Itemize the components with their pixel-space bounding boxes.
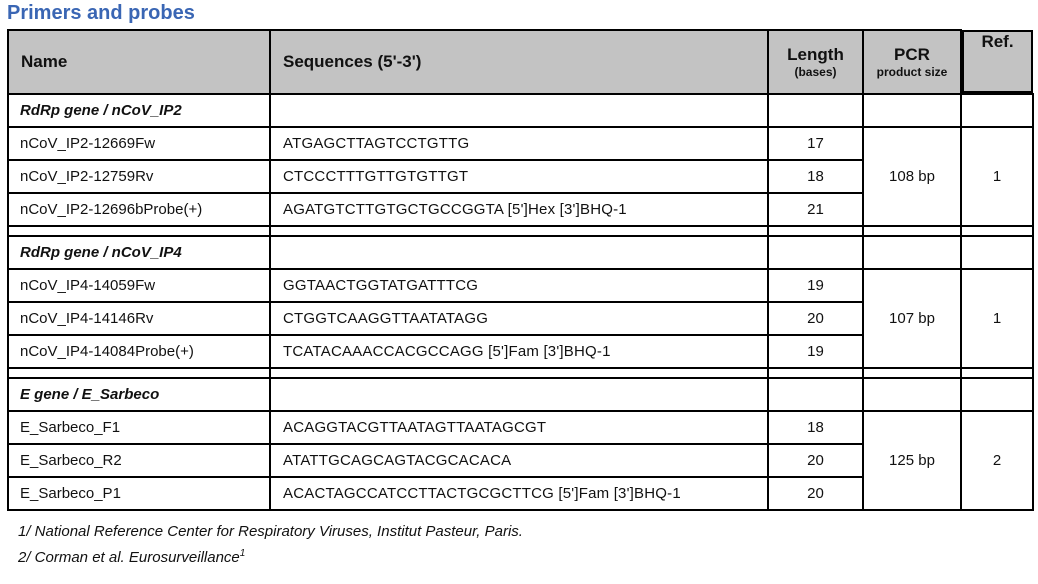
pcr-product-size: 108 bp	[862, 126, 962, 227]
footnote-1: 1/ National Reference Center for Respira…	[18, 517, 1038, 543]
section-title: RdRp gene / nCoV_IP2	[7, 93, 271, 128]
reference-number: 2	[960, 410, 1034, 511]
primer-sequence: TCATACAAACCACGCCAGG [5']Fam [3']BHQ-1	[269, 334, 769, 369]
primer-sequence: ATATTGCAGCAGTACGCACACA	[269, 443, 769, 478]
empty-cell	[269, 235, 769, 270]
primer-sequence: CTGGTCAAGGTTAATATAGG	[269, 301, 769, 336]
empty-cell	[269, 377, 769, 412]
empty-cell	[862, 93, 962, 128]
empty-cell	[7, 225, 271, 237]
primer-sequence: GGTAACTGGTATGATTTCG	[269, 268, 769, 303]
table-row: E_Sarbeco_F1 ACAGGTACGTTAATAGTTAATAGCGT …	[7, 410, 1034, 511]
empty-cell	[960, 367, 1034, 379]
primer-sequence: ATGAGCTTAGTCCTGTTG	[269, 126, 769, 161]
primer-length: 21	[767, 192, 864, 227]
primer-length: 20	[767, 301, 864, 336]
table-row: E_Sarbeco_R2 ATATTGCAGCAGTACGCACACA 20	[7, 443, 1033, 478]
empty-cell	[862, 225, 962, 237]
pcr-header-sub: product size	[876, 64, 948, 79]
reference-number: 1	[960, 268, 1034, 369]
column-header-name: Name	[7, 29, 271, 95]
empty-cell	[269, 93, 769, 128]
empty-cell	[862, 377, 962, 412]
primer-length: 18	[767, 410, 864, 445]
table-row: nCoV_IP2-12759Rv CTCCCTTTGTTGTGTTGT 18	[7, 159, 1033, 194]
length-header-sub: (bases)	[794, 64, 837, 79]
pcr-header-main: PCR	[894, 44, 930, 64]
primer-name: E_Sarbeco_P1	[7, 476, 271, 511]
footnote-2-superscript: 1	[239, 548, 246, 559]
primer-sequence: ACAGGTACGTTAATAGTTAATAGCGT	[269, 410, 769, 445]
table-header-row: Name Sequences (5'-3') Length (bases) PC…	[7, 29, 1033, 95]
primer-length: 17	[767, 126, 864, 161]
empty-cell	[960, 93, 1034, 128]
section-title: RdRp gene / nCoV_IP4	[7, 235, 271, 270]
empty-cell	[767, 377, 864, 412]
section-header-row: RdRp gene / nCoV_IP2	[7, 93, 1034, 128]
primer-sequence: ACACTAGCCATCCTTACTGCGCTTCG [5']Fam [3']B…	[269, 476, 769, 511]
primer-length: 18	[767, 159, 864, 194]
section-title: E gene / E_Sarbeco	[7, 377, 271, 412]
empty-cell	[960, 235, 1034, 270]
table-row: nCoV_IP4-14059Fw GGTAACTGGTATGATTTCG 19 …	[7, 268, 1034, 369]
footnote-2: 2/ Corman et al. Eurosurveillance1	[18, 543, 1038, 569]
primer-name: E_Sarbeco_R2	[7, 443, 271, 478]
column-header-pcr: PCR product size	[862, 29, 962, 95]
empty-cell	[960, 377, 1034, 412]
empty-cell	[767, 225, 864, 237]
primer-length: 19	[767, 334, 864, 369]
empty-cell	[960, 225, 1034, 237]
empty-cell	[767, 93, 864, 128]
table-row: nCoV_IP2-12669Fw ATGAGCTTAGTCCTGTTG 17 1…	[7, 126, 1034, 227]
spacer-row	[7, 367, 1034, 379]
section-header-row: E gene / E_Sarbeco	[7, 377, 1034, 412]
empty-cell	[269, 367, 769, 379]
table-row: E_Sarbeco_P1 ACACTAGCCATCCTTACTGCGCTTCG …	[7, 476, 1033, 511]
pcr-product-size: 107 bp	[862, 268, 962, 369]
column-header-length: Length (bases)	[767, 29, 864, 95]
footnote-2-text: 2/ Corman et al. Eurosurveillance	[18, 549, 240, 566]
primer-name: nCoV_IP2-12669Fw	[7, 126, 271, 161]
length-header-main: Length	[787, 44, 844, 64]
table-row: nCoV_IP2-12696bProbe(+) AGATGTCTTGTGCTGC…	[7, 192, 1033, 227]
footnote-1-text: 1/ National Reference Center for Respira…	[18, 523, 523, 540]
primer-name: nCoV_IP4-14146Rv	[7, 301, 271, 336]
empty-cell	[269, 225, 769, 237]
footnotes: 1/ National Reference Center for Respira…	[18, 517, 1038, 569]
section-header-row: RdRp gene / nCoV_IP4	[7, 235, 1034, 270]
primer-name: nCoV_IP4-14059Fw	[7, 268, 271, 303]
empty-cell	[7, 367, 271, 379]
spacer-row	[7, 225, 1034, 237]
primer-sequence: AGATGTCTTGTGCTGCCGGTA [5']Hex [3']BHQ-1	[269, 192, 769, 227]
primer-sequence: CTCCCTTTGTTGTGTTGT	[269, 159, 769, 194]
empty-cell	[767, 367, 864, 379]
primer-name: nCoV_IP2-12759Rv	[7, 159, 271, 194]
primer-length: 20	[767, 443, 864, 478]
primer-name: nCoV_IP4-14084Probe(+)	[7, 334, 271, 369]
empty-cell	[862, 367, 962, 379]
column-header-sequences: Sequences (5'-3')	[269, 29, 769, 95]
empty-cell	[767, 235, 864, 270]
table-row: nCoV_IP4-14146Rv CTGGTCAAGGTTAATATAGG 20	[7, 301, 1033, 336]
pcr-product-size: 125 bp	[862, 410, 962, 511]
primer-length: 19	[767, 268, 864, 303]
primers-and-probes-table: Name Sequences (5'-3') Length (bases) PC…	[7, 29, 1034, 511]
empty-cell	[862, 235, 962, 270]
primer-name: E_Sarbeco_F1	[7, 410, 271, 445]
primer-length: 20	[767, 476, 864, 511]
primer-name: nCoV_IP2-12696bProbe(+)	[7, 192, 271, 227]
page-title: Primers and probes	[7, 2, 195, 24]
reference-number: 1	[960, 126, 1034, 227]
table-row: nCoV_IP4-14084Probe(+) TCATACAAACCACGCCA…	[7, 334, 1033, 369]
column-header-ref: Ref.	[962, 30, 1033, 93]
